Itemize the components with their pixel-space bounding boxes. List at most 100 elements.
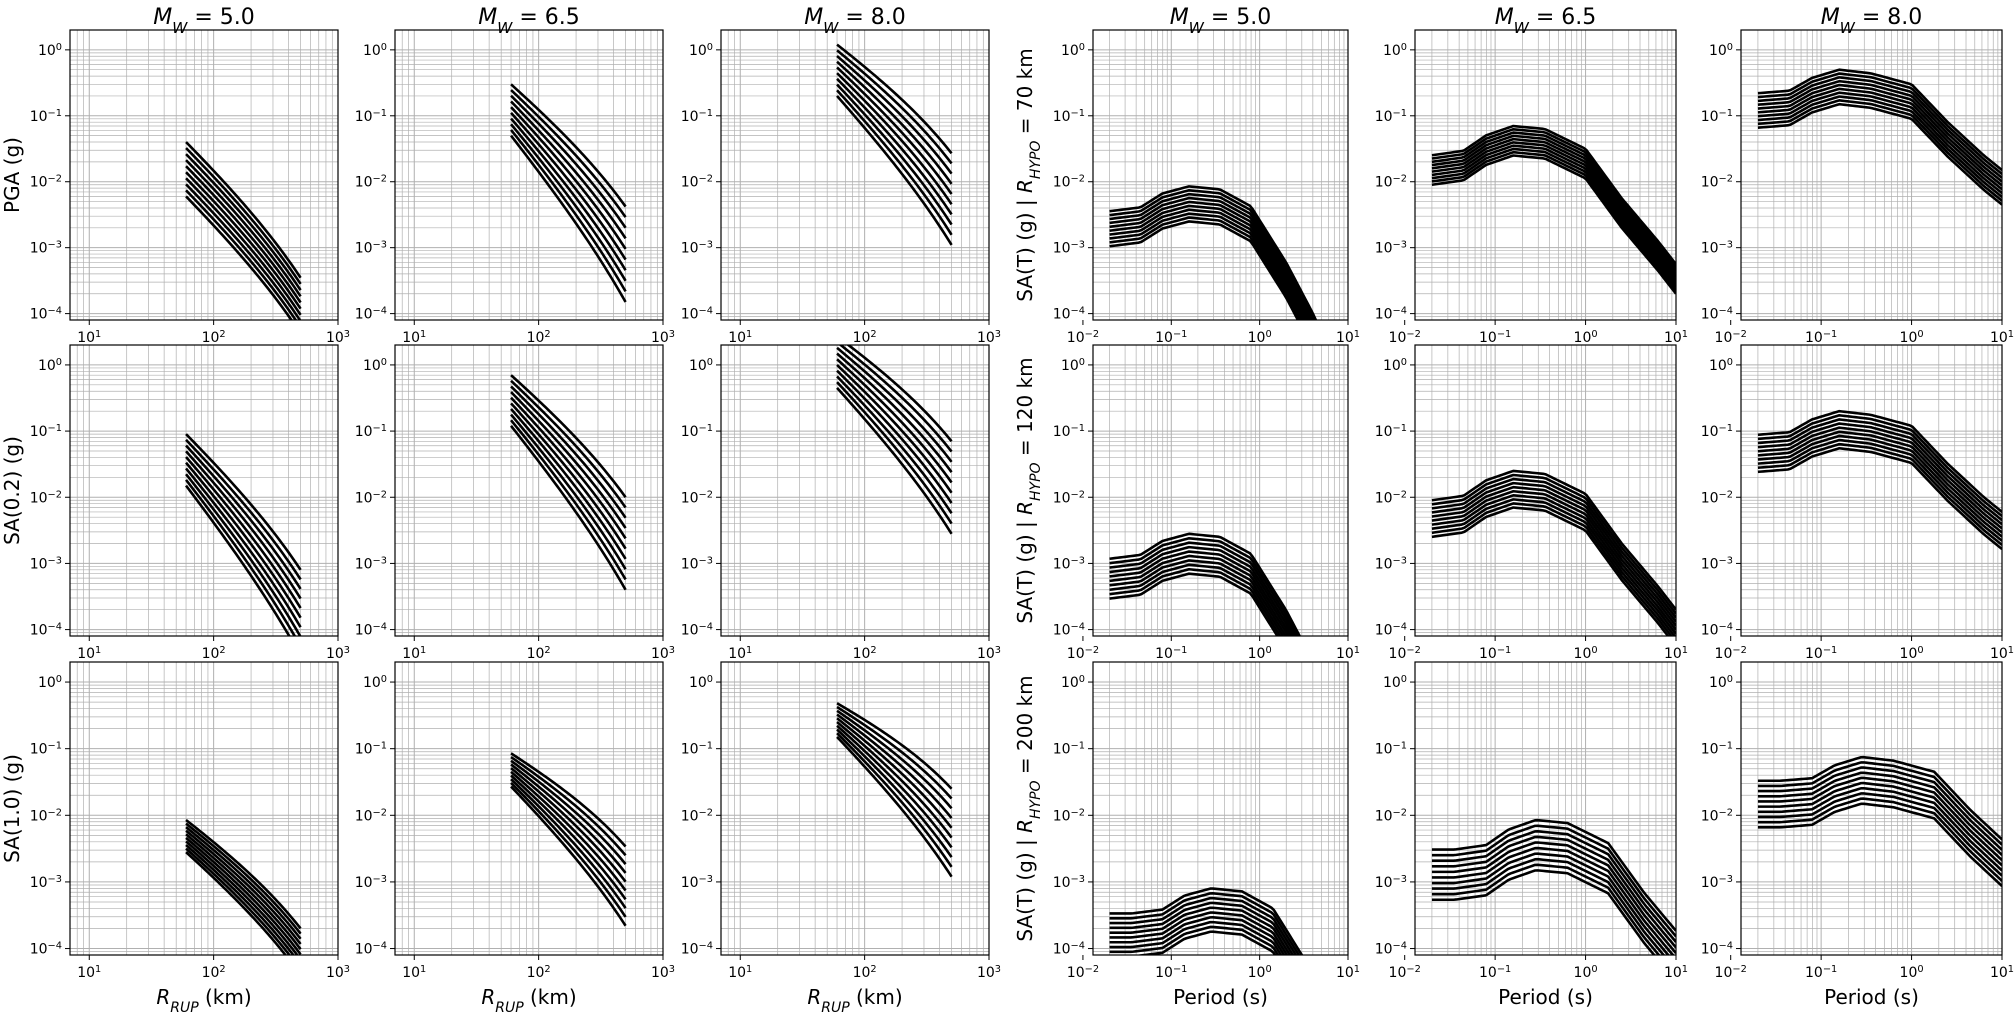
y-tick-label: 10−2 xyxy=(355,807,387,825)
y-tick-label: 100 xyxy=(38,674,62,692)
y-tick-label: 10−4 xyxy=(1053,940,1085,958)
series-group xyxy=(1109,185,1318,320)
series-line xyxy=(1109,554,1290,636)
series-line xyxy=(1757,72,2002,175)
series-line xyxy=(510,123,627,282)
y-tick-label: 10−4 xyxy=(1701,621,1733,639)
series-line xyxy=(510,752,627,848)
series-line xyxy=(836,724,953,849)
x-tick-label: 10−1 xyxy=(1155,964,1187,982)
attenuation-panel-r2-c1: 100 10−1 10−2 10−3 10−4 101 102 103 xyxy=(30,344,350,662)
series-line xyxy=(1431,141,1676,282)
y-tick-label: 10−1 xyxy=(1701,423,1733,441)
x-tick-label: 101 xyxy=(402,964,426,982)
plot-frame xyxy=(69,29,339,321)
series-line xyxy=(1431,485,1676,627)
series-line xyxy=(185,833,302,950)
series-line xyxy=(836,732,953,868)
series-line xyxy=(836,728,953,858)
x-tick-label: 10−1 xyxy=(1805,645,1837,663)
plot-background xyxy=(395,345,663,636)
series-line xyxy=(1757,430,2002,534)
x-tick-label: 10−2 xyxy=(1067,329,1099,347)
series-line xyxy=(1109,925,1280,955)
series-line xyxy=(1431,857,1666,955)
series-line xyxy=(1757,414,2002,518)
series-line xyxy=(1431,481,1676,623)
x-tick-label: 101 xyxy=(728,329,752,347)
attenuation-panel-r2-c2: 100 10−1 10−2 10−3 10−4 101 102 103 xyxy=(355,344,675,663)
y-tick-label: 100 xyxy=(1383,41,1407,59)
x-tick-label: 101 xyxy=(1664,329,1688,347)
series-line xyxy=(1757,87,2002,191)
plot-frame xyxy=(720,661,990,956)
x-tick-label: 103 xyxy=(651,329,675,347)
series-line xyxy=(185,467,302,628)
x-tick-label: 102 xyxy=(202,964,226,982)
x-tick-label: 10−2 xyxy=(1067,645,1099,663)
series-line xyxy=(1109,550,1293,636)
series-line xyxy=(836,60,953,185)
y-tick-label: 10−3 xyxy=(681,873,713,891)
series-line xyxy=(510,425,627,591)
series-line xyxy=(1109,204,1308,320)
y-tick-label: 10−4 xyxy=(30,940,62,958)
x-tick-label: 10−1 xyxy=(1479,964,1511,982)
y-tick-label: 10−1 xyxy=(30,107,62,125)
series-line xyxy=(510,134,627,303)
series-line xyxy=(1431,830,1676,943)
series-line xyxy=(185,822,302,935)
series-line xyxy=(185,484,291,636)
series-line xyxy=(1431,134,1676,275)
y-tick-label: 10−3 xyxy=(30,239,62,257)
y-tick-label: 10−2 xyxy=(1375,173,1407,191)
x-tick-label: 101 xyxy=(1664,645,1688,663)
y-tick-label: 10−2 xyxy=(681,489,713,507)
spectra-panel-r1-c3: 100 10−1 10−2 10−3 10−4 10−2 10−1 100 101 xyxy=(1701,29,2014,346)
spectra-panel-r2-c1: 100 10−1 10−2 10−3 10−4 10−2 10−1 100 101 xyxy=(1053,344,1360,663)
series-line xyxy=(1109,901,1295,955)
series-line xyxy=(510,767,627,883)
series-line xyxy=(1431,502,1673,636)
series-line xyxy=(185,479,297,636)
plot-background xyxy=(70,662,338,955)
x-tick-label: 101 xyxy=(402,645,426,663)
x-tick-label: 102 xyxy=(202,329,226,347)
y-tick-label: 10−2 xyxy=(30,173,62,191)
x-tick-label: 100 xyxy=(1248,964,1272,982)
series-line xyxy=(836,89,953,236)
spectra-panel-r2-c2: 100 10−1 10−2 10−3 10−4 10−2 10−1 100 101 xyxy=(1375,344,1688,663)
y-tick-label: 100 xyxy=(1709,356,1733,374)
plot-background xyxy=(1093,30,1348,320)
plot-frame xyxy=(1092,29,1349,321)
series-line xyxy=(1757,781,2002,867)
y-tick-label: 10−4 xyxy=(1053,621,1085,639)
series-line xyxy=(1109,208,1306,320)
y-tick-label: 10−4 xyxy=(681,940,713,958)
y-tick-label: 10−1 xyxy=(681,423,713,441)
series-line xyxy=(1757,776,2002,862)
series-line xyxy=(1431,494,1676,635)
x-tick-label: 100 xyxy=(1248,645,1272,663)
series-line xyxy=(510,391,627,529)
y-tick-label: 10−2 xyxy=(1701,807,1733,825)
series-line xyxy=(1757,755,2002,841)
y-tick-label: 100 xyxy=(38,41,62,59)
series-line xyxy=(185,836,302,955)
x-tick-label: 103 xyxy=(651,645,675,663)
series-line xyxy=(1109,220,1300,320)
y-tick-label: 10−4 xyxy=(1701,305,1733,323)
y-tick-label: 10−3 xyxy=(355,555,387,573)
plot-frame xyxy=(1414,29,1677,321)
series-line xyxy=(1431,124,1676,266)
series-line xyxy=(510,785,627,927)
series-line xyxy=(1757,802,2002,887)
y-tick-label: 10−4 xyxy=(1375,621,1407,639)
plot-background xyxy=(395,30,663,320)
y-tick-label: 10−4 xyxy=(30,305,62,323)
series-line xyxy=(1757,438,2002,542)
x-tick-label: 101 xyxy=(77,964,101,982)
series-line xyxy=(185,829,302,945)
series-line xyxy=(1757,446,2002,551)
series-line xyxy=(1109,887,1304,955)
